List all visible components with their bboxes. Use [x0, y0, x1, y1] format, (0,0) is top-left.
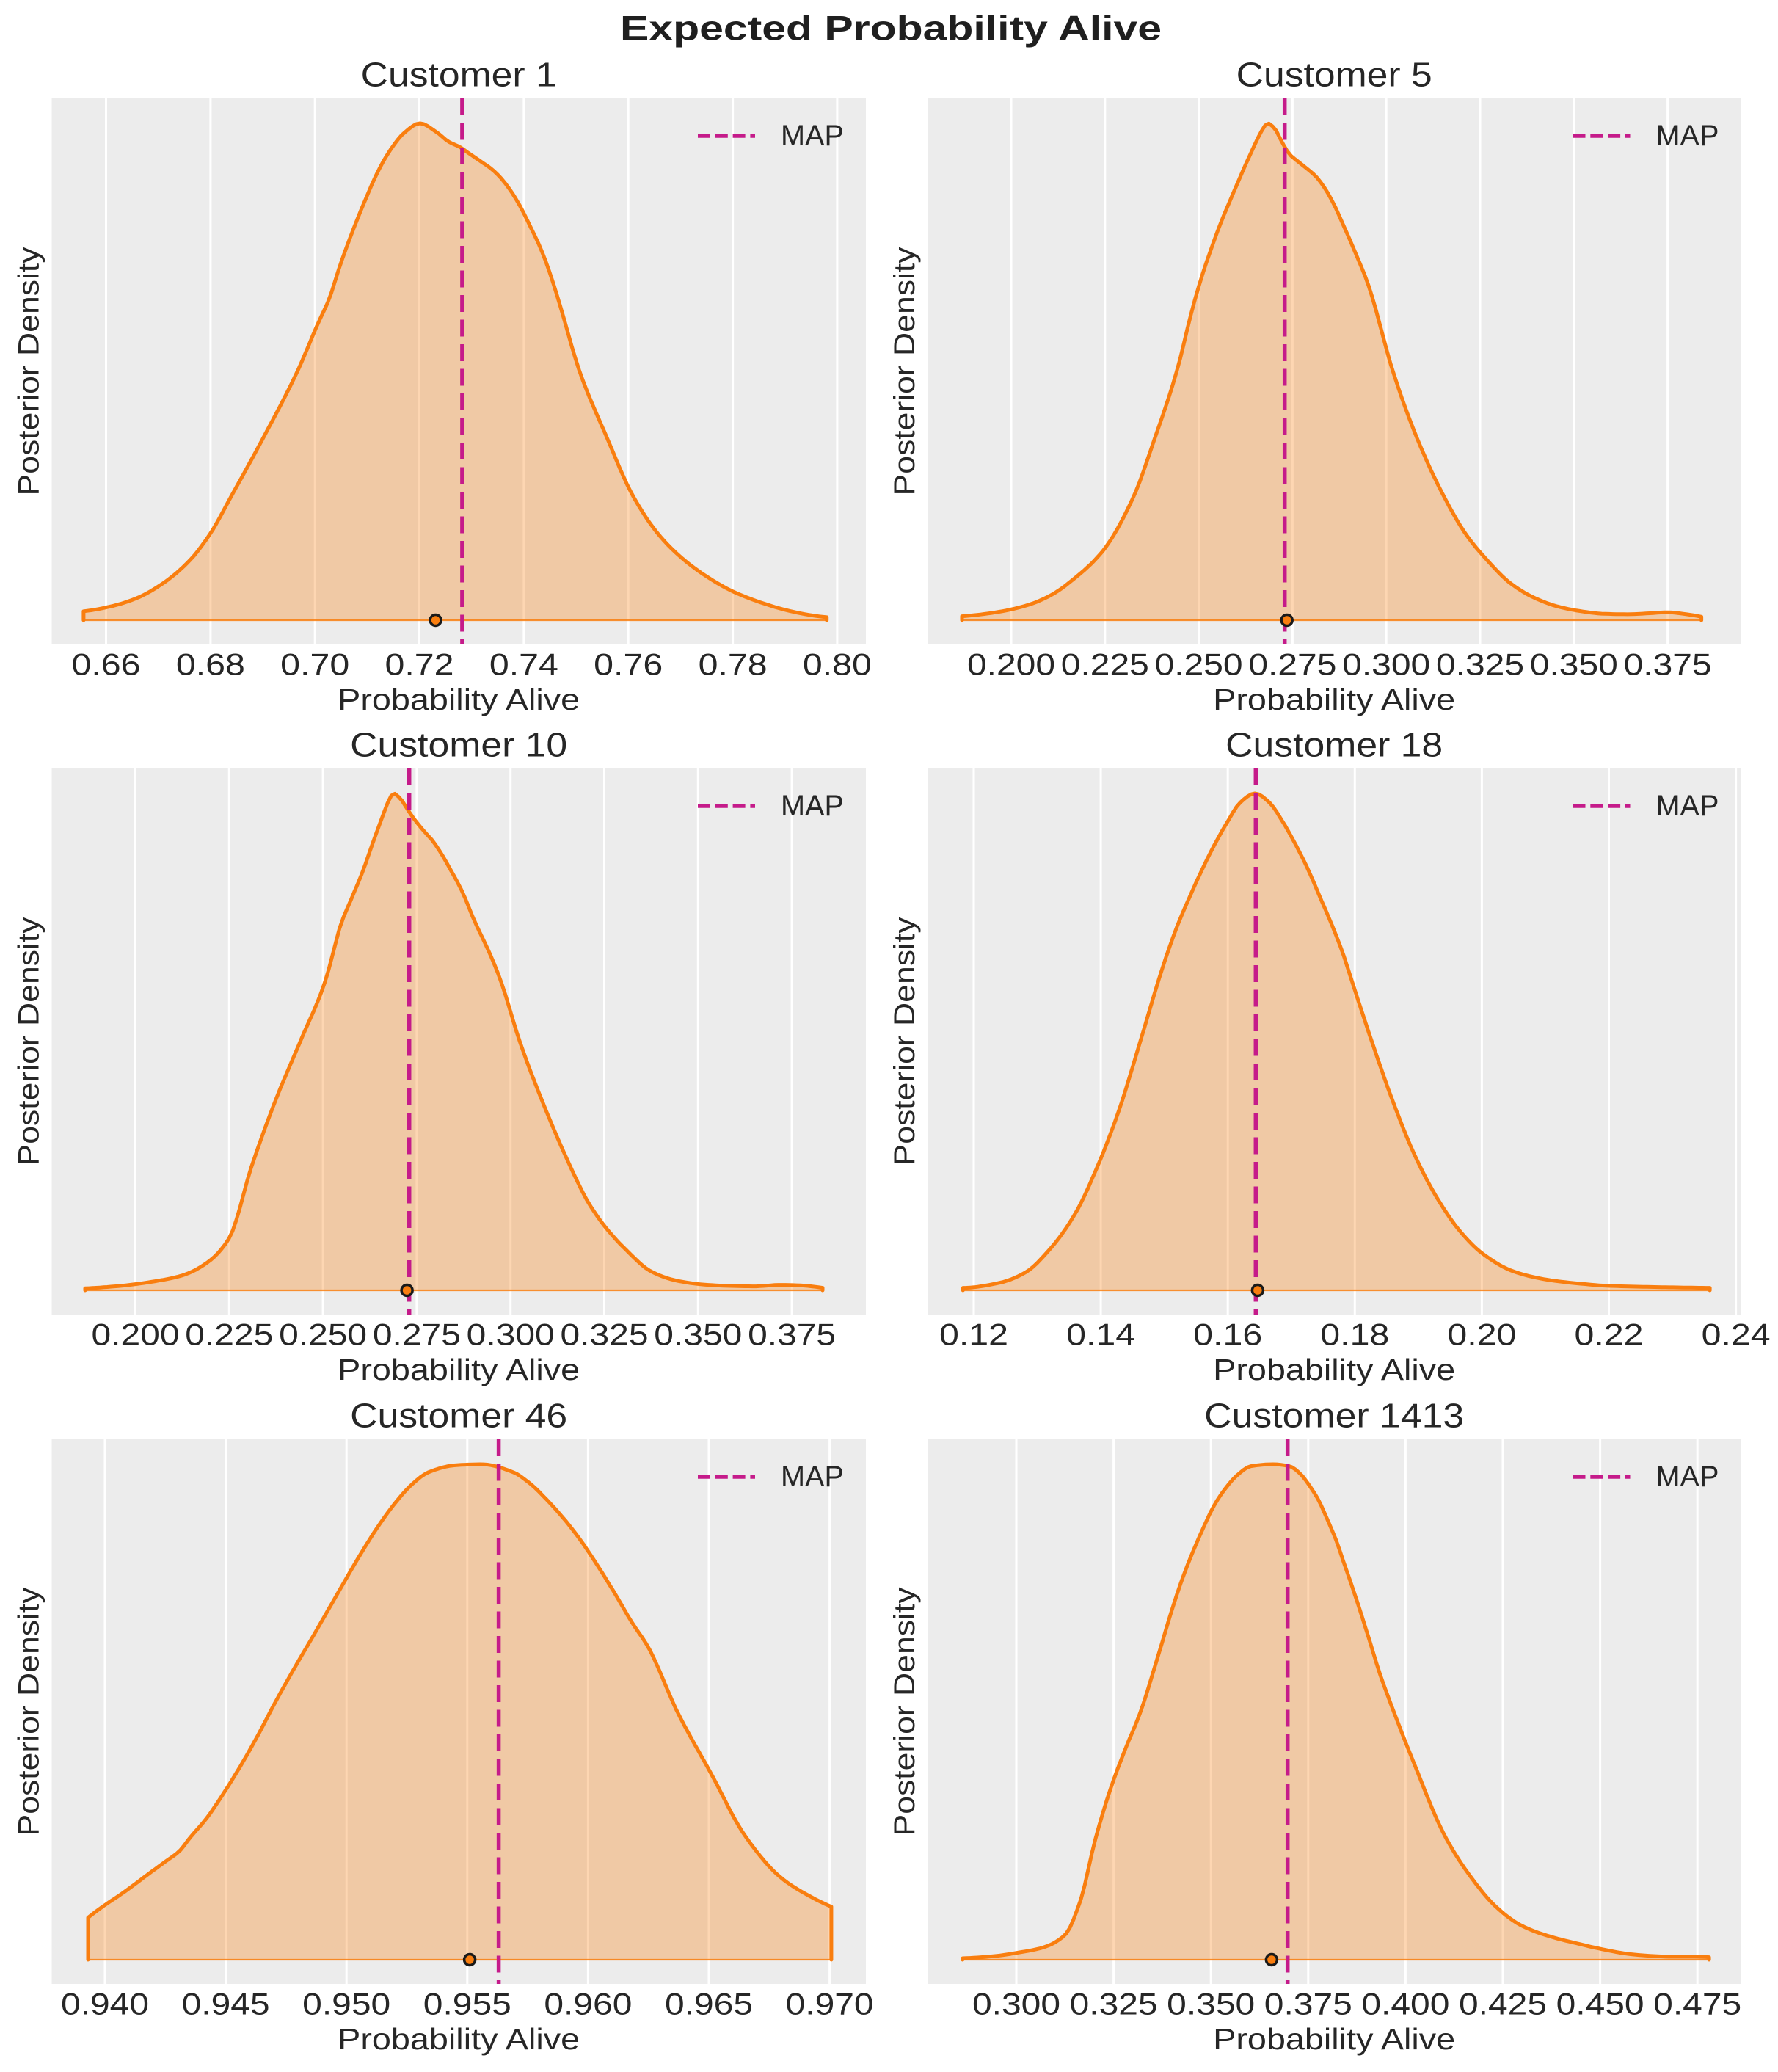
svg-text:0.78: 0.78 [699, 647, 768, 682]
svg-text:0.275: 0.275 [373, 1317, 461, 1352]
svg-text:Posterior Density: Posterior Density [889, 247, 921, 496]
svg-text:0.300: 0.300 [1342, 647, 1430, 682]
svg-text:MAP: MAP [1656, 120, 1719, 152]
svg-text:Posterior Density: Posterior Density [13, 1588, 45, 1836]
svg-text:MAP: MAP [781, 120, 844, 152]
svg-text:0.12: 0.12 [939, 1317, 1008, 1352]
svg-text:0.250: 0.250 [279, 1317, 367, 1352]
svg-text:0.200: 0.200 [92, 1317, 180, 1352]
svg-text:0.300: 0.300 [467, 1317, 555, 1352]
svg-text:0.22: 0.22 [1575, 1317, 1644, 1352]
svg-text:0.275: 0.275 [1248, 647, 1336, 682]
svg-text:Probability Alive: Probability Alive [1213, 683, 1455, 716]
svg-text:0.80: 0.80 [803, 647, 872, 682]
svg-text:0.24: 0.24 [1702, 1317, 1771, 1352]
svg-text:Posterior Density: Posterior Density [13, 917, 45, 1166]
svg-text:MAP: MAP [781, 790, 844, 822]
svg-text:0.400: 0.400 [1361, 1987, 1449, 2021]
svg-text:Customer 1413: Customer 1413 [1204, 1397, 1464, 1435]
svg-text:0.375: 0.375 [1624, 647, 1712, 682]
svg-text:0.350: 0.350 [1530, 647, 1618, 682]
svg-text:Customer 18: Customer 18 [1225, 726, 1443, 764]
svg-text:0.74: 0.74 [489, 647, 558, 682]
svg-text:Probability Alive: Probability Alive [1213, 2022, 1455, 2056]
svg-text:0.325: 0.325 [1070, 1987, 1158, 2021]
svg-text:Probability Alive: Probability Alive [338, 683, 580, 716]
svg-text:0.72: 0.72 [385, 647, 454, 682]
svg-text:MAP: MAP [1656, 1461, 1719, 1493]
svg-text:0.350: 0.350 [654, 1317, 742, 1352]
svg-text:Customer 1: Customer 1 [361, 56, 557, 94]
svg-text:Posterior Density: Posterior Density [13, 247, 45, 496]
svg-text:0.70: 0.70 [280, 647, 349, 682]
svg-text:Customer 10: Customer 10 [350, 726, 567, 764]
svg-text:0.425: 0.425 [1459, 1987, 1547, 2021]
svg-text:0.200: 0.200 [967, 647, 1055, 682]
svg-text:0.18: 0.18 [1320, 1317, 1389, 1352]
svg-text:0.68: 0.68 [176, 647, 245, 682]
svg-text:0.16: 0.16 [1193, 1317, 1262, 1352]
svg-text:0.940: 0.940 [61, 1987, 149, 2021]
svg-text:0.66: 0.66 [72, 647, 141, 682]
svg-text:0.350: 0.350 [1167, 1987, 1255, 2021]
svg-text:Probability Alive: Probability Alive [338, 1353, 580, 1386]
svg-text:Probability Alive: Probability Alive [1213, 1353, 1455, 1386]
svg-text:Posterior Density: Posterior Density [889, 1588, 921, 1836]
svg-text:0.450: 0.450 [1556, 1987, 1644, 2021]
svg-text:0.14: 0.14 [1066, 1317, 1135, 1352]
svg-text:0.945: 0.945 [182, 1987, 270, 2021]
svg-text:0.970: 0.970 [786, 1987, 874, 2021]
svg-text:Customer 46: Customer 46 [350, 1397, 567, 1435]
svg-text:0.300: 0.300 [972, 1987, 1060, 2021]
svg-text:0.965: 0.965 [665, 1987, 753, 2021]
svg-text:Posterior Density: Posterior Density [889, 917, 921, 1166]
svg-text:0.375: 0.375 [748, 1317, 836, 1352]
svg-text:0.955: 0.955 [423, 1987, 511, 2021]
svg-text:0.20: 0.20 [1447, 1317, 1516, 1352]
svg-text:0.325: 0.325 [561, 1317, 649, 1352]
svg-text:0.375: 0.375 [1264, 1987, 1352, 2021]
svg-text:0.250: 0.250 [1155, 647, 1243, 682]
svg-text:Customer 5: Customer 5 [1236, 56, 1432, 94]
svg-text:0.950: 0.950 [302, 1987, 390, 2021]
svg-text:0.960: 0.960 [544, 1987, 632, 2021]
svg-text:0.225: 0.225 [185, 1317, 273, 1352]
svg-text:0.475: 0.475 [1653, 1987, 1741, 2021]
svg-text:Probability Alive: Probability Alive [338, 2022, 580, 2056]
svg-text:0.76: 0.76 [594, 647, 663, 682]
svg-text:MAP: MAP [1656, 790, 1719, 822]
svg-text:0.225: 0.225 [1061, 647, 1149, 682]
svg-text:MAP: MAP [781, 1461, 844, 1493]
svg-text:0.325: 0.325 [1436, 647, 1524, 682]
svg-text:Expected Probability Alive: Expected Probability Alive [620, 9, 1162, 48]
